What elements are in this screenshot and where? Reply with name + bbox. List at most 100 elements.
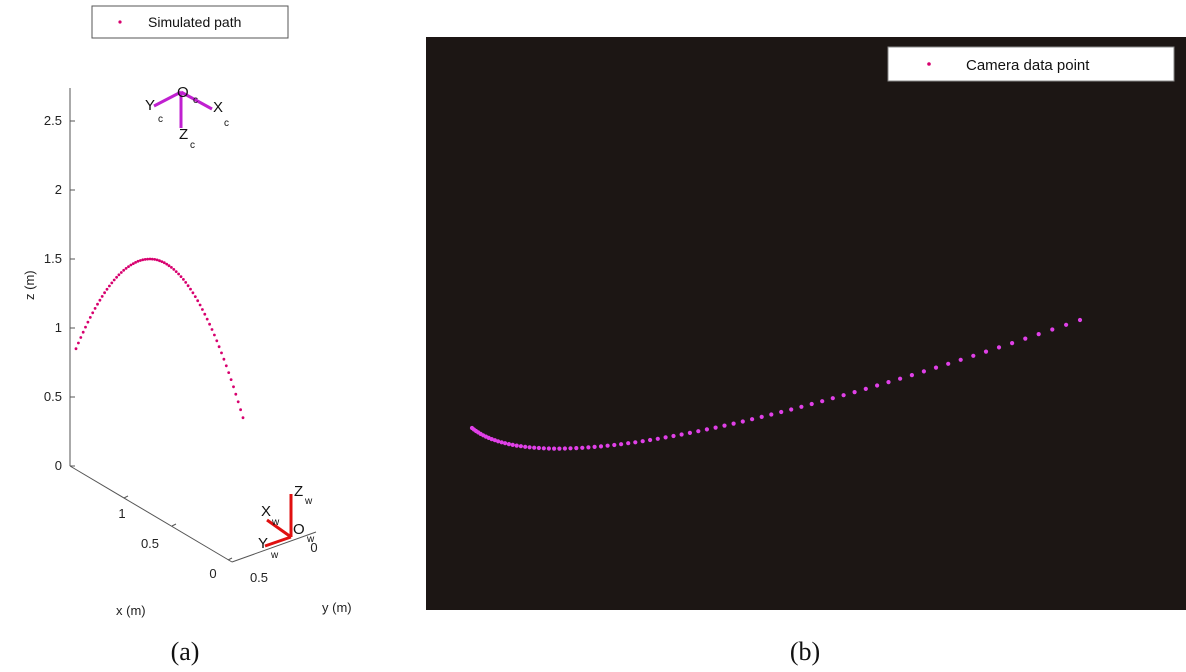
path-point <box>184 281 188 284</box>
camera-point <box>1023 336 1028 341</box>
path-point <box>98 298 102 302</box>
camera-point <box>983 349 989 354</box>
path-point <box>191 291 195 295</box>
path-point <box>167 264 171 268</box>
simulated-path-points <box>74 257 245 420</box>
path-point <box>158 259 161 263</box>
camera-data-points <box>469 317 1083 451</box>
camera-point <box>586 445 591 450</box>
path-point <box>122 268 126 272</box>
world-origin-sub: w <box>306 534 315 545</box>
camera-z-sub: c <box>190 140 195 151</box>
camera-point <box>489 437 494 442</box>
camera-point <box>592 444 597 449</box>
x-tick-label: 1 <box>118 506 125 521</box>
path-point <box>86 320 90 324</box>
camera-x-axis <box>180 90 213 111</box>
z-tick-label: 0 <box>55 458 62 473</box>
world-z-label: Z <box>294 483 303 500</box>
x-tick-label: 0 <box>209 566 216 581</box>
camera-point <box>898 376 903 381</box>
path-point <box>213 333 216 337</box>
path-point <box>205 317 209 321</box>
path-point <box>91 311 95 315</box>
z-tick-label: 1 <box>55 320 62 335</box>
path-point <box>182 278 185 281</box>
path-point <box>162 261 166 265</box>
path-point <box>150 257 154 261</box>
camera-point <box>619 442 624 447</box>
path-point <box>93 307 97 310</box>
z-tick-label: 0.5 <box>44 389 62 404</box>
x-tick-mark <box>123 495 129 499</box>
path-point <box>108 284 111 288</box>
camera-point <box>546 446 552 451</box>
camera-point <box>663 435 668 440</box>
path-point <box>139 259 142 262</box>
path-point <box>193 295 197 298</box>
camera-point <box>820 399 825 404</box>
path-point <box>239 408 243 412</box>
camera-point <box>759 414 764 419</box>
camera-point <box>510 442 515 447</box>
camera-y-label: Y <box>145 97 155 114</box>
camera-point <box>731 421 736 426</box>
camera-point <box>626 441 631 446</box>
path-point <box>153 258 157 261</box>
z-ticks: 0 0.5 1 1.5 2 2.5 <box>44 113 75 473</box>
path-point <box>119 271 123 274</box>
y-axis-line <box>231 531 317 563</box>
camera-point <box>499 440 504 445</box>
world-x-axis <box>266 518 292 539</box>
path-point <box>220 351 223 355</box>
path-point <box>236 400 240 404</box>
camera-point <box>841 393 846 398</box>
panel-b-camera-view: Camera data point (b) <box>426 37 1186 666</box>
world-origin-label: O <box>293 521 305 538</box>
camera-point <box>696 429 701 434</box>
camera-y-axis <box>153 90 182 108</box>
path-point <box>81 330 85 334</box>
path-point <box>201 308 204 311</box>
camera-point <box>1010 341 1015 346</box>
world-frame: Z w X w O w Y w <box>258 483 315 561</box>
path-point <box>117 273 121 277</box>
camera-point <box>679 432 684 437</box>
path-point <box>77 341 80 345</box>
camera-point <box>598 444 604 449</box>
path-point <box>234 392 238 396</box>
path-point <box>146 257 150 261</box>
path-point <box>165 262 169 266</box>
path-point <box>96 302 99 306</box>
camera-point <box>799 404 804 409</box>
path-point <box>186 284 190 288</box>
caption-b: (b) <box>790 637 820 666</box>
camera-point <box>671 433 676 439</box>
x-tick-mark <box>227 557 233 561</box>
legend-box-a <box>91 5 289 39</box>
y-tick-label: 0.5 <box>250 570 268 585</box>
path-point <box>196 299 200 303</box>
world-x-sub: w <box>271 517 280 528</box>
path-point <box>74 347 78 351</box>
camera-point <box>1064 322 1069 327</box>
path-point <box>222 357 226 361</box>
y-tick-label: 0 <box>310 540 317 555</box>
camera-point <box>532 445 537 450</box>
camera-point <box>1077 317 1083 323</box>
camera-point <box>750 417 755 422</box>
path-point <box>189 287 192 291</box>
camera-point <box>852 390 857 395</box>
path-point <box>148 257 152 261</box>
camera-point <box>740 419 745 424</box>
legend-label-b: Camera data point <box>966 57 1090 74</box>
camera-y-sub: c <box>158 114 163 125</box>
path-point <box>179 275 183 278</box>
path-point <box>127 265 130 268</box>
z-tick-label: 1.5 <box>44 251 62 266</box>
camera-point <box>722 423 727 428</box>
camera-point <box>496 439 501 444</box>
camera-point <box>687 430 693 435</box>
legend-label-a: Simulated path <box>148 14 241 30</box>
